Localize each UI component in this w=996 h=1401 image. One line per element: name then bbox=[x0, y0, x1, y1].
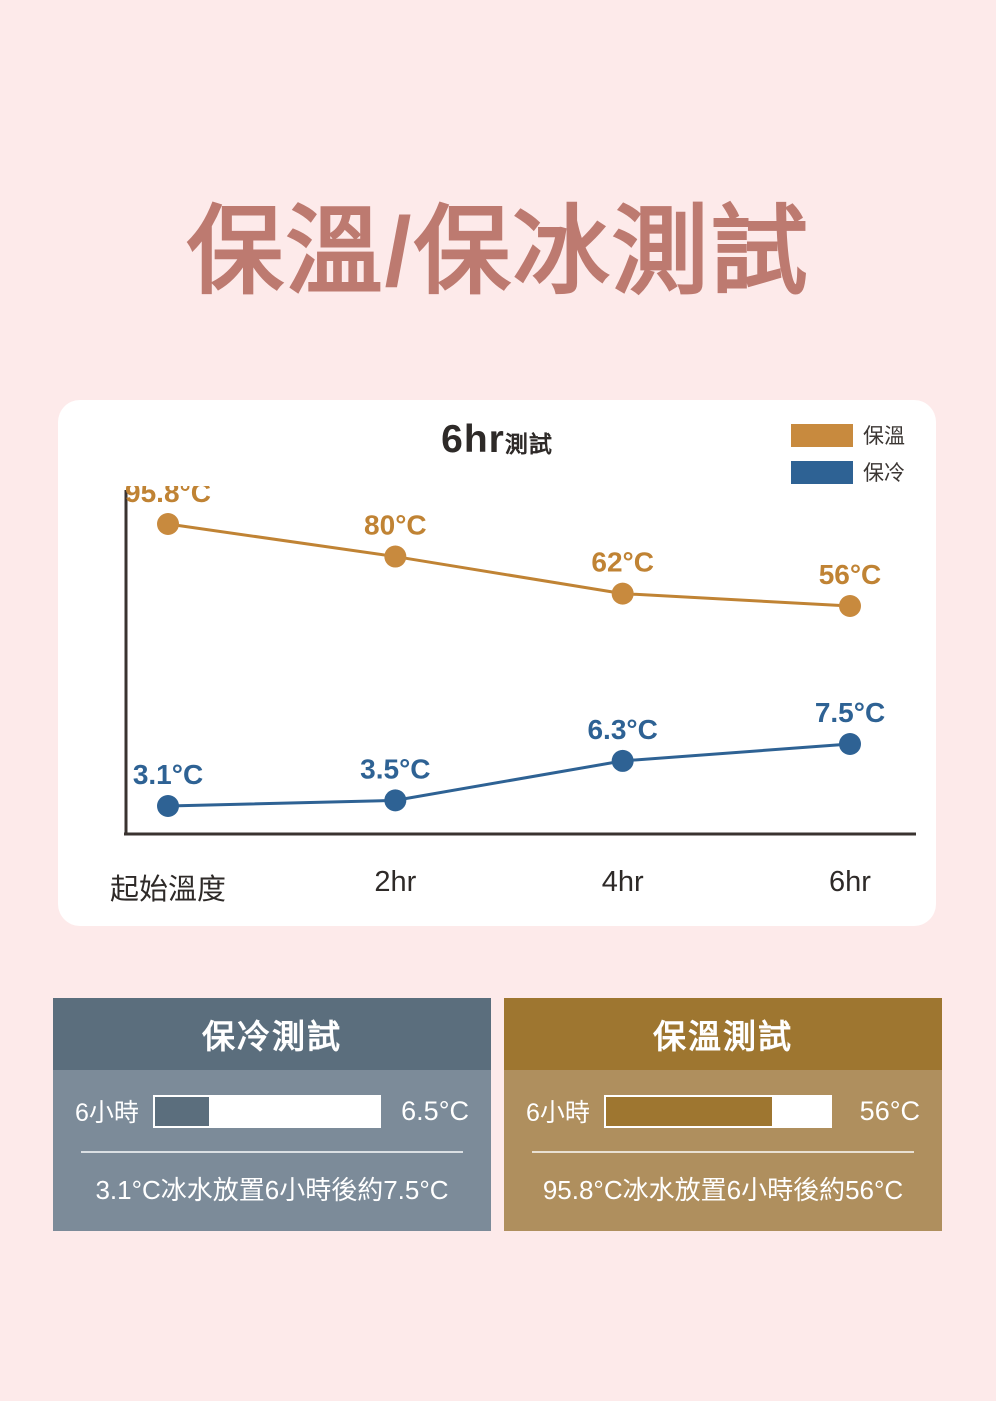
series-cold-point-label: 6.3°C bbox=[587, 714, 657, 745]
chart-axes bbox=[124, 490, 916, 836]
legend-item-cold: 保冷 bbox=[791, 457, 905, 487]
series-cold-point bbox=[384, 789, 407, 812]
series-cold-point bbox=[157, 795, 179, 817]
x-tick-label: 4hr bbox=[601, 866, 644, 898]
line-chart-svg: 95.8°C 80°C 62°C 56°C 3.1°C 3.5°C 6.3°C 7.5°C bbox=[124, 486, 916, 836]
series-cold-point bbox=[839, 733, 861, 755]
card-hot-bar-fill bbox=[605, 1096, 772, 1126]
series-cold-point-label: 7.5°C bbox=[815, 697, 885, 728]
x-axis-labels: 起始溫度 2hr 4hr 6hr bbox=[78, 866, 916, 916]
card-cold-body: 6小時 6.5°C 3.1°C冰水放置6小時後約7.5°C bbox=[53, 1070, 491, 1231]
series-cold-point bbox=[611, 749, 634, 772]
series-hot-point-label: 80°C bbox=[364, 510, 427, 541]
card-cold-test: 保冷測試 6小時 6.5°C 3.1°C冰水放置6小時後約7.5°C bbox=[53, 998, 491, 1231]
card-hot-header: 保溫測試 bbox=[504, 998, 942, 1070]
series-hot-point bbox=[611, 582, 634, 605]
plot-area: 95.8°C 80°C 62°C 56°C 3.1°C 3.5°C 6.3°C 7.5°C bbox=[78, 486, 916, 866]
card-hot-bar-row: 6小時 56°C bbox=[526, 1093, 920, 1129]
x-tick-label: 起始溫度 bbox=[109, 874, 227, 906]
series-cold: 3.1°C 3.5°C 6.3°C 7.5°C bbox=[133, 697, 885, 817]
card-cold-divider bbox=[81, 1151, 463, 1153]
legend-label-cold: 保冷 bbox=[863, 462, 905, 485]
series-cold-point-label: 3.1°C bbox=[133, 759, 203, 790]
x-tick-label: 2hr bbox=[374, 866, 417, 898]
card-cold-header: 保冷測試 bbox=[53, 998, 491, 1070]
x-tick-label: 6hr bbox=[829, 866, 871, 898]
legend-swatch-hot bbox=[791, 423, 853, 447]
chart-title-sub: 測試 bbox=[504, 431, 553, 457]
legend-item-hot: 保溫 bbox=[791, 420, 905, 450]
chart-title: 6hr測試 bbox=[58, 418, 936, 462]
chart-legend: 保溫 保冷 bbox=[791, 420, 905, 487]
legend-label-hot: 保溫 bbox=[863, 425, 905, 448]
card-cold-bar-track bbox=[152, 1094, 381, 1128]
legend-swatch-cold bbox=[791, 460, 853, 484]
series-cold-point-label: 3.5°C bbox=[360, 753, 430, 784]
series-hot: 95.8°C 80°C 62°C 56°C bbox=[125, 486, 881, 617]
series-hot-point-label: 95.8°C bbox=[125, 486, 211, 508]
card-hot-footnote: 95.8°C冰水放置6小時後約56°C bbox=[542, 1175, 904, 1205]
chart-title-main: 6hr bbox=[441, 418, 505, 461]
series-hot-point bbox=[157, 513, 179, 535]
series-hot-point bbox=[384, 545, 407, 568]
card-hot-bar-track bbox=[603, 1094, 832, 1128]
card-cold-bar-fill bbox=[154, 1096, 209, 1126]
card-cold-bar-value: 6.5°C bbox=[401, 1095, 469, 1126]
series-hot-point-label: 62°C bbox=[591, 547, 654, 578]
card-cold-footnote: 3.1°C冰水放置6小時後約7.5°C bbox=[95, 1175, 449, 1205]
card-hot-bar-caption: 6小時 bbox=[526, 1099, 590, 1127]
card-cold-bar-caption: 6小時 bbox=[75, 1099, 139, 1127]
summary-cards: 保冷測試 6小時 6.5°C 3.1°C冰水放置6小時後約7.5°C 保溫測試 … bbox=[53, 998, 943, 1231]
card-hot-body: 6小時 56°C 95.8°C冰水放置6小時後約56°C bbox=[504, 1070, 942, 1231]
card-hot-bar-value: 56°C bbox=[859, 1095, 920, 1126]
card-hot-test: 保溫測試 6小時 56°C 95.8°C冰水放置6小時後約56°C bbox=[504, 998, 942, 1231]
series-cold-line bbox=[167, 742, 851, 808]
series-hot-line bbox=[167, 522, 851, 608]
card-hot-divider bbox=[532, 1151, 914, 1153]
card-cold-bar-row: 6小時 6.5°C bbox=[75, 1093, 469, 1129]
chart-panel: 6hr測試 保溫 保冷 95.8°C 80°C 62°C 56°C 3.1°C 3.5°… bbox=[58, 400, 936, 926]
page-title: 保溫/保冰測試 bbox=[186, 197, 810, 306]
series-hot-point-label: 56°C bbox=[819, 559, 882, 590]
series-hot-point bbox=[839, 595, 861, 617]
